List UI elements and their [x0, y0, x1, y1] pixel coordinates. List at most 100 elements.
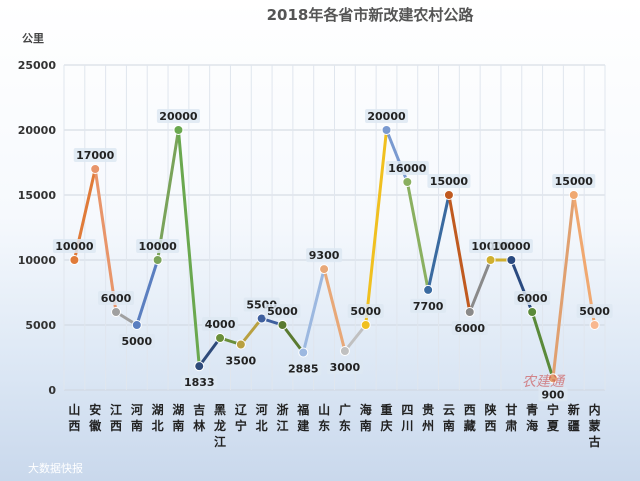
x-tick-label: 辽宁: [235, 403, 248, 433]
data-label: 6000: [101, 292, 132, 305]
x-tick-label: 新疆: [568, 402, 580, 433]
x-tick-label: 山东: [318, 402, 330, 433]
data-label-bg: [181, 375, 218, 390]
y-tick-label: 10000: [18, 254, 57, 267]
x-tick-label: 云南: [443, 403, 455, 433]
data-label: 3500: [226, 355, 257, 368]
x-tick-label: 四川: [400, 403, 413, 433]
data-point: [90, 164, 101, 174]
data-point: [360, 320, 371, 330]
series-segment: [156, 128, 180, 262]
data-label: 9300: [309, 249, 340, 262]
data-label-bg: [264, 304, 301, 318]
data-point: [589, 320, 600, 330]
data-point: [194, 361, 205, 372]
data-label-bg: [156, 109, 200, 123]
data-label-bg: [118, 334, 155, 348]
x-tick-label: 湖南: [172, 402, 184, 433]
data-label-bg: [202, 317, 239, 331]
y-axis-unit: 公里: [22, 32, 44, 45]
series-segment: [176, 128, 201, 368]
data-label-bg: [451, 321, 488, 335]
data-label: 3000: [330, 361, 361, 374]
data-label-bg: [285, 361, 322, 376]
x-tick-label: 湖北: [152, 402, 164, 433]
x-tick-label: 广东: [339, 402, 351, 433]
data-label: 6000: [517, 292, 548, 305]
x-tick-label: 江西: [110, 402, 122, 433]
data-point: [547, 373, 558, 384]
data-label: 15000: [430, 175, 469, 188]
x-tick-label: 重庆: [380, 402, 393, 433]
data-label: 15000: [555, 175, 594, 188]
data-label-bg: [52, 239, 96, 253]
series-segment: [447, 193, 472, 314]
series-segment: [197, 336, 222, 368]
data-label-bg: [552, 174, 596, 188]
series-segment: [301, 267, 326, 354]
series-segment: [551, 193, 576, 380]
watermark: 农建通: [522, 374, 566, 390]
x-tick-label: 黑龙江: [214, 403, 226, 449]
data-label: 20000: [367, 110, 406, 123]
y-tick-label: 0: [48, 384, 56, 397]
data-label-bg: [514, 291, 551, 305]
data-point: [464, 307, 475, 317]
series-segment: [135, 258, 160, 327]
x-tick-label: 福建: [296, 402, 310, 433]
data-point: [111, 307, 122, 317]
data-point: [568, 190, 579, 200]
data-point: [443, 190, 454, 200]
data-point: [527, 307, 538, 317]
data-label: 4000: [205, 318, 236, 331]
data-label-bg: [489, 239, 533, 253]
x-tick-label: 河南: [130, 402, 143, 433]
series-segment: [572, 193, 597, 327]
series-segment: [322, 267, 347, 353]
x-tick-label: 山西: [68, 402, 80, 433]
data-point: [339, 346, 350, 356]
data-label: 5000: [350, 305, 381, 318]
data-point: [173, 125, 184, 135]
y-tick-label: 20000: [18, 124, 57, 137]
data-label: 10000: [138, 240, 177, 253]
data-point: [381, 125, 392, 135]
data-label: 900: [541, 388, 564, 401]
data-label: 17000: [76, 149, 115, 162]
data-label-bg: [427, 174, 471, 188]
data-point: [298, 347, 309, 358]
series-segment: [405, 180, 430, 292]
data-point: [423, 284, 434, 295]
series-segment: [93, 167, 118, 314]
data-point: [256, 313, 267, 324]
data-point: [69, 255, 80, 265]
x-tick-label: 浙江: [276, 402, 288, 433]
series-segment: [468, 258, 493, 314]
data-label-bg: [136, 239, 180, 253]
data-label-bg: [365, 109, 409, 123]
series-segment: [280, 323, 305, 354]
series-segment: [343, 323, 368, 353]
data-label-bg: [306, 248, 343, 263]
x-tick-label: 河北: [255, 402, 268, 433]
chart-title: 2018年各省市新改建农村公路: [267, 6, 475, 24]
data-label: 5000: [267, 305, 298, 318]
data-label: 10000: [492, 240, 531, 253]
data-label: 5000: [579, 305, 610, 318]
data-point: [485, 255, 496, 265]
data-label: 2885: [288, 362, 319, 375]
x-tick-label: 甘肃: [505, 402, 517, 433]
data-label-bg: [538, 387, 568, 402]
data-label: 16000: [388, 162, 427, 175]
y-tick-label: 15000: [18, 189, 57, 202]
x-tick-label: 内蒙古: [589, 402, 601, 449]
x-tick-label: 宁夏: [547, 402, 560, 433]
series-segment: [239, 317, 264, 346]
data-point: [152, 255, 163, 265]
y-tick-label: 5000: [25, 319, 56, 332]
data-label-bg: [576, 304, 613, 318]
data-label: 6000: [454, 322, 485, 335]
data-label-bg: [73, 148, 117, 162]
data-label: 10000: [55, 240, 94, 253]
